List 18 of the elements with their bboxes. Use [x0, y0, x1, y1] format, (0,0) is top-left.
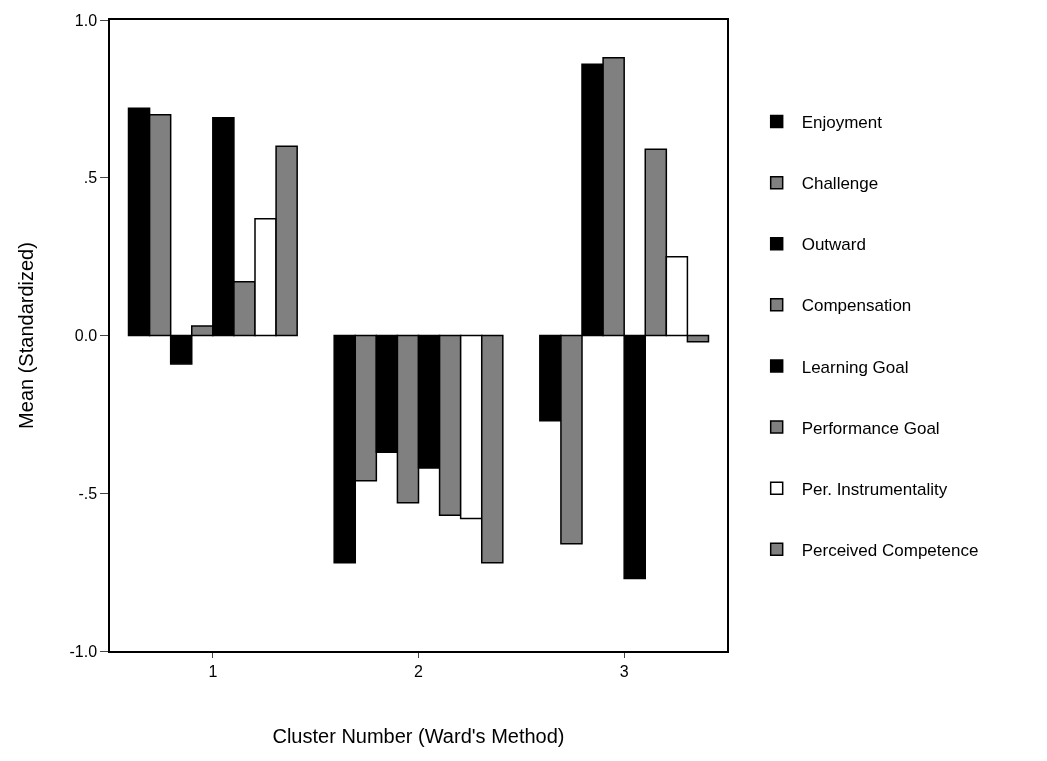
x-tick-label: 3 — [619, 662, 629, 680]
x-tick-label: 2 — [414, 662, 424, 680]
legend-label: Performance Goal — [801, 418, 940, 438]
legend-label: Learning Goal — [801, 357, 909, 377]
y-tick-label: 0.0 — [74, 327, 98, 345]
x-axis-title: Cluster Number (Ward's Method) — [272, 724, 565, 747]
legend-label: Per. Instrumentality — [801, 479, 948, 499]
y-tick-label: .5 — [83, 169, 98, 187]
legend-label: Perceived Competence — [801, 540, 979, 560]
legend-label: Compensation — [801, 296, 912, 316]
legend-label: Outward — [801, 235, 866, 255]
y-axis-title: Mean (Standardized) — [15, 242, 38, 429]
y-tick-label: -.5 — [78, 484, 98, 502]
y-tick-label: -1.0 — [69, 642, 98, 660]
legend-label: Challenge — [801, 174, 879, 194]
legend-label: Enjoyment — [801, 113, 883, 133]
y-tick-label: 1.0 — [74, 11, 98, 29]
x-tick-label: 1 — [208, 662, 218, 680]
